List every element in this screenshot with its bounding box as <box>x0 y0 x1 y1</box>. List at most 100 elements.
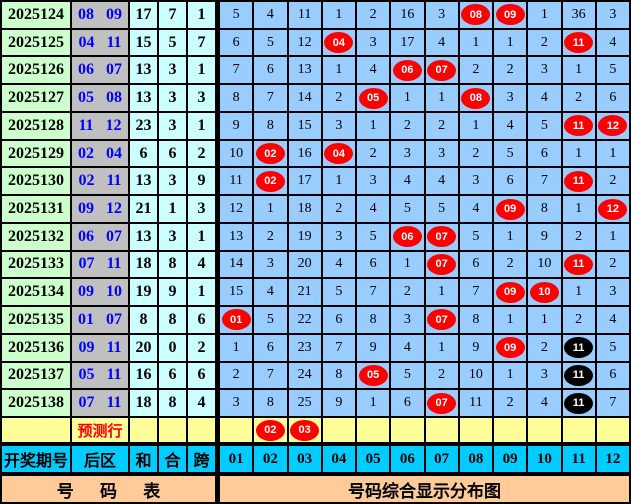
grid-cell: 4 <box>528 390 561 417</box>
span-cell: 2 <box>188 334 215 361</box>
vertical-divider <box>217 2 218 28</box>
prediction-period-cell <box>2 418 70 443</box>
prediction-he-cell <box>159 418 186 443</box>
backzone-cell: 09 12 <box>72 196 128 222</box>
grid-cell: 15 <box>220 279 253 306</box>
grid-cell: 09 <box>494 2 527 28</box>
grid-cell: 1 <box>562 140 595 167</box>
red-ball-marker: 08 <box>461 4 491 26</box>
red-ball-marker: 06 <box>392 59 422 81</box>
grid-cell: 25 <box>288 390 321 417</box>
he-cell: 3 <box>159 85 186 111</box>
footer-row: 号 码 表 号码综合显示分布图 <box>2 476 629 503</box>
red-ball-marker: 09 <box>495 198 525 220</box>
red-ball-marker: 01 <box>221 309 251 331</box>
grid-cell: 9 <box>357 334 390 361</box>
sum-cell: 23 <box>130 112 157 139</box>
grid-cell: 23 <box>288 334 321 361</box>
grid-cell: 7 <box>220 57 253 84</box>
grid-cell: 3 <box>425 140 458 167</box>
grid-cell: 4 <box>425 168 458 195</box>
he-cell: 9 <box>159 279 186 306</box>
grid-cell: 8 <box>459 307 492 333</box>
grid-cell: 11 <box>562 251 595 278</box>
footer-right-title: 号码综合显示分布图 <box>220 476 629 503</box>
he-cell: 7 <box>159 2 186 28</box>
grid-cell: 3 <box>322 223 355 250</box>
column-header-number: 05 <box>357 446 390 473</box>
prediction-cell: 02 <box>254 418 287 443</box>
grid-cell: 11 <box>562 112 595 139</box>
table-row: 2025135 01 07 8 8 6 01 5 22 6 8 3 07 8 1 1 2 4 <box>2 307 629 333</box>
prediction-cell <box>459 418 492 443</box>
period-cell: 2025126 <box>2 57 70 84</box>
he-cell: 3 <box>159 57 186 84</box>
period-cell: 2025133 <box>2 251 70 278</box>
grid-cell: 06 <box>391 223 424 250</box>
grid-cell: 5 <box>391 362 424 389</box>
red-ball-marker: 11 <box>564 115 594 137</box>
period-cell: 2025128 <box>2 112 70 139</box>
grid-cell: 01 <box>220 307 253 333</box>
grid-cell: 9 <box>459 334 492 361</box>
grid-cell: 2 <box>528 334 561 361</box>
backzone-cell: 02 04 <box>72 140 128 167</box>
grid-cell: 11 <box>459 390 492 417</box>
he-cell: 8 <box>159 251 186 278</box>
red-ball-marker: 12 <box>598 198 628 220</box>
column-header-number: 06 <box>391 446 424 473</box>
grid-cell: 2 <box>596 168 629 195</box>
grid-cell: 12 <box>288 29 321 56</box>
red-ball-marker: 07 <box>427 253 457 275</box>
grid-cell: 5 <box>322 279 355 306</box>
red-ball-marker: 07 <box>427 392 457 414</box>
grid-cell: 5 <box>254 29 287 56</box>
grid-cell: 08 <box>459 85 492 111</box>
grid-cell: 11 <box>288 2 321 28</box>
grid-cell: 05 <box>357 85 390 111</box>
sum-cell: 13 <box>130 57 157 84</box>
column-header-backzone: 后区 <box>72 446 128 473</box>
grid-cell: 1 <box>459 112 492 139</box>
grid-cell: 16 <box>391 2 424 28</box>
grid-cell: 10 <box>220 140 253 167</box>
grid-cell: 3 <box>528 362 561 389</box>
grid-cell: 13 <box>220 223 253 250</box>
grid-cell: 3 <box>322 112 355 139</box>
red-ball-marker: 12 <box>598 115 628 137</box>
grid-cell: 17 <box>391 29 424 56</box>
grid-cell: 2 <box>391 279 424 306</box>
grid-cell: 14 <box>220 251 253 278</box>
span-cell: 3 <box>188 85 215 111</box>
red-ball-marker: 04 <box>324 143 354 165</box>
he-cell: 0 <box>159 334 186 361</box>
grid-cell: 1 <box>562 57 595 84</box>
column-header-number: 02 <box>254 446 287 473</box>
grid-cell: 2 <box>357 140 390 167</box>
grid-cell: 1 <box>494 223 527 250</box>
grid-cell: 1 <box>562 196 595 222</box>
span-cell: 2 <box>188 140 215 167</box>
grid-cell: 8 <box>220 85 253 111</box>
grid-cell: 07 <box>425 223 458 250</box>
sum-cell: 19 <box>130 279 157 306</box>
grid-cell: 3 <box>596 279 629 306</box>
grid-cell: 5 <box>528 112 561 139</box>
grid-cell: 2 <box>357 2 390 28</box>
table-row: 2025132 06 07 13 3 1 13 2 19 3 5 06 07 5 1 9 2 1 <box>2 223 629 250</box>
grid-cell: 1 <box>322 57 355 84</box>
table-row: 2025125 04 11 15 5 7 6 5 12 04 3 17 4 1 1 2 11 4 <box>2 29 629 56</box>
grid-cell: 1 <box>494 29 527 56</box>
grid-cell: 09 <box>494 334 527 361</box>
prediction-cell <box>322 418 355 443</box>
sum-cell: 18 <box>130 390 157 417</box>
period-cell: 2025124 <box>2 2 70 28</box>
red-ball-marker: 05 <box>358 364 388 386</box>
vertical-divider <box>217 251 218 278</box>
column-header-number: 09 <box>494 446 527 473</box>
prediction-cell <box>494 418 527 443</box>
black-ball-marker: 11 <box>564 392 594 414</box>
grid-cell: 1 <box>220 334 253 361</box>
column-header-number: 04 <box>322 446 355 473</box>
